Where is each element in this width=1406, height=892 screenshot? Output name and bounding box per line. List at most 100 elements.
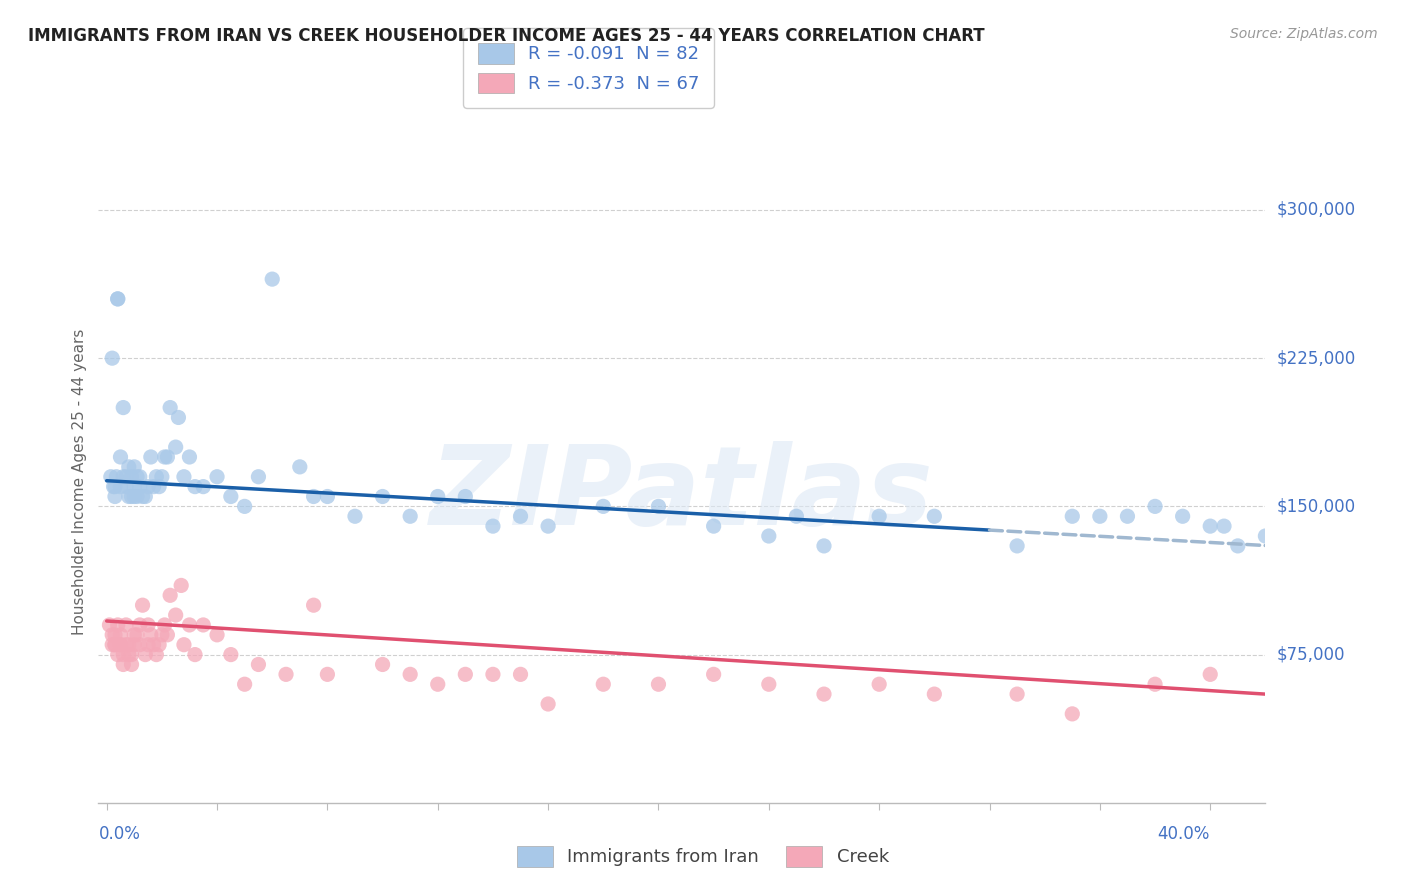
- Text: $75,000: $75,000: [1277, 646, 1346, 664]
- Point: [758, 677, 780, 691]
- Point: [288, 459, 311, 474]
- Point: [150, 469, 173, 483]
- Point: [205, 469, 228, 483]
- Point: [107, 648, 129, 662]
- Point: [145, 469, 167, 483]
- Point: [124, 490, 146, 504]
- Text: Source: ZipAtlas.com: Source: ZipAtlas.com: [1230, 27, 1378, 41]
- Point: [426, 490, 449, 504]
- Point: [924, 687, 946, 701]
- Point: [112, 469, 135, 483]
- Point: [1171, 509, 1194, 524]
- Point: [118, 648, 141, 662]
- Point: [100, 469, 122, 483]
- Point: [1309, 529, 1331, 543]
- Point: [592, 500, 614, 514]
- Point: [247, 469, 270, 483]
- Point: [156, 628, 179, 642]
- Point: [101, 628, 124, 642]
- Point: [1005, 687, 1028, 701]
- Point: [813, 539, 835, 553]
- Point: [112, 648, 135, 662]
- Point: [107, 292, 129, 306]
- Point: [165, 440, 187, 454]
- Point: [121, 490, 143, 504]
- Point: [159, 401, 181, 415]
- Point: [148, 480, 170, 494]
- Text: $225,000: $225,000: [1277, 349, 1355, 368]
- Point: [110, 480, 132, 494]
- Point: [758, 529, 780, 543]
- Point: [1199, 667, 1222, 681]
- Point: [1226, 539, 1249, 553]
- Text: IMMIGRANTS FROM IRAN VS CREEK HOUSEHOLDER INCOME AGES 25 - 44 YEARS CORRELATION : IMMIGRANTS FROM IRAN VS CREEK HOUSEHOLDE…: [28, 27, 984, 45]
- Point: [125, 490, 148, 504]
- Point: [302, 598, 325, 612]
- Text: ZIPatlas: ZIPatlas: [430, 441, 934, 548]
- Point: [136, 638, 159, 652]
- Point: [1062, 509, 1084, 524]
- Point: [179, 618, 201, 632]
- Point: [184, 648, 207, 662]
- Point: [156, 450, 179, 464]
- Point: [1116, 509, 1139, 524]
- Point: [115, 618, 138, 632]
- Legend: Immigrants from Iran, Creek: Immigrants from Iran, Creek: [510, 838, 896, 874]
- Point: [399, 667, 422, 681]
- Point: [124, 480, 146, 494]
- Point: [139, 450, 162, 464]
- Point: [110, 638, 132, 652]
- Point: [1213, 519, 1236, 533]
- Point: [165, 608, 187, 623]
- Point: [128, 618, 150, 632]
- Point: [1144, 677, 1167, 691]
- Point: [785, 509, 807, 524]
- Point: [173, 638, 195, 652]
- Point: [128, 469, 150, 483]
- Point: [125, 628, 148, 642]
- Text: 0.0%: 0.0%: [98, 825, 141, 843]
- Point: [125, 469, 148, 483]
- Point: [124, 459, 146, 474]
- Text: 40.0%: 40.0%: [1157, 825, 1209, 843]
- Point: [104, 490, 127, 504]
- Point: [134, 648, 156, 662]
- Point: [1295, 529, 1317, 543]
- Point: [139, 628, 162, 642]
- Point: [647, 677, 669, 691]
- Point: [118, 490, 141, 504]
- Point: [128, 480, 150, 494]
- Point: [247, 657, 270, 672]
- Point: [112, 401, 135, 415]
- Point: [153, 450, 176, 464]
- Text: $150,000: $150,000: [1277, 498, 1355, 516]
- Point: [110, 628, 132, 642]
- Point: [98, 618, 121, 632]
- Point: [136, 618, 159, 632]
- Point: [142, 480, 165, 494]
- Point: [219, 648, 242, 662]
- Point: [262, 272, 284, 286]
- Point: [482, 519, 505, 533]
- Point: [1268, 529, 1291, 543]
- Point: [136, 480, 159, 494]
- Point: [316, 490, 339, 504]
- Point: [482, 667, 505, 681]
- Legend: R = -0.091  N = 82, R = -0.373  N = 67: R = -0.091 N = 82, R = -0.373 N = 67: [463, 29, 714, 108]
- Point: [153, 618, 176, 632]
- Point: [112, 657, 135, 672]
- Point: [101, 638, 124, 652]
- Point: [105, 469, 128, 483]
- Point: [1254, 529, 1277, 543]
- Point: [592, 677, 614, 691]
- Point: [148, 638, 170, 652]
- Point: [145, 648, 167, 662]
- Point: [193, 618, 215, 632]
- Point: [128, 638, 150, 652]
- Point: [1088, 509, 1111, 524]
- Point: [101, 351, 124, 366]
- Point: [170, 578, 193, 592]
- Point: [159, 588, 181, 602]
- Point: [1337, 539, 1360, 553]
- Point: [537, 519, 560, 533]
